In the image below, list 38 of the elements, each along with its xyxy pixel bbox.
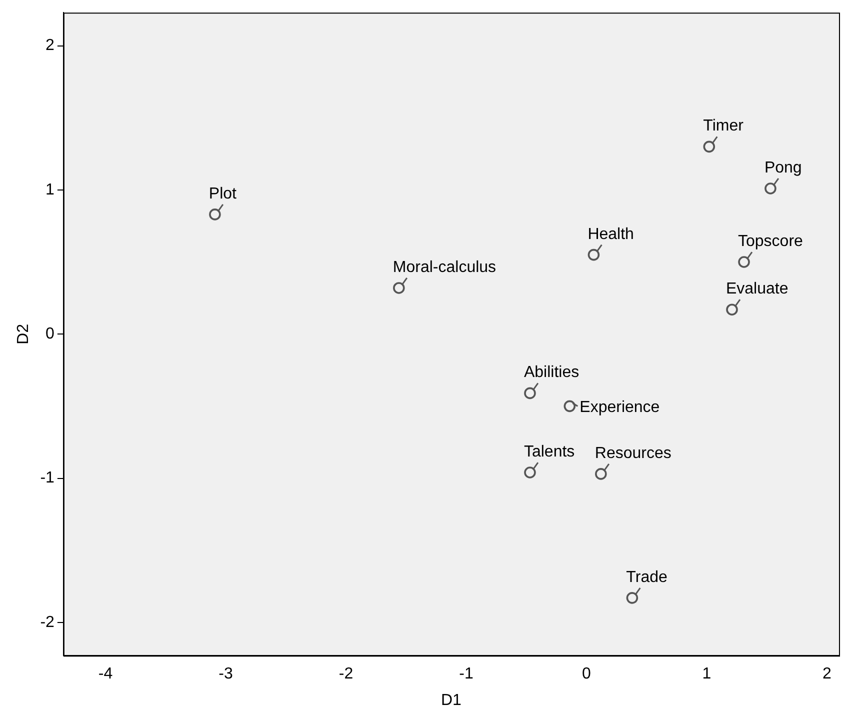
point [703,140,716,153]
point [588,248,600,261]
y-tick-label: 0 [46,326,55,343]
annotation: Experience [580,399,660,416]
x-tick-label: -2 [338,666,354,683]
point [726,304,738,316]
annotation: Plot [208,185,238,202]
annotation: Abilities [524,364,580,382]
point [738,256,750,268]
point [209,208,221,220]
x-tick-label: -3 [218,666,233,683]
y-tick-label: -2 [40,614,55,631]
point [564,400,576,412]
point [393,282,405,294]
x-tick-label: 2 [822,666,832,683]
y-tick-label: 2 [46,37,55,54]
annotation: Timer [703,118,744,135]
point [764,182,776,194]
annotation: Evaluate [726,280,788,298]
point [626,592,638,604]
y-axis-title: D2 [15,324,32,344]
annotation: Moral-calculus [392,258,496,276]
annotation: Pong [764,159,802,176]
x-tick-label: 1 [702,666,712,683]
point [524,466,536,478]
annotation: Resources [594,444,672,462]
x-tick-label: -1 [459,666,474,683]
x-axis-title: D1 [440,692,462,709]
annotation: Talents [524,444,575,461]
annotation: Health [588,226,634,243]
point [524,387,536,400]
y-tick-label: 1 [46,181,55,198]
point [595,468,607,480]
x-tick-label: 0 [582,666,592,683]
x-tick-label: -4 [98,666,113,683]
annotation: Trade [626,568,668,586]
annotation: Topscore [738,233,804,250]
y-tick-label: -1 [40,470,55,487]
